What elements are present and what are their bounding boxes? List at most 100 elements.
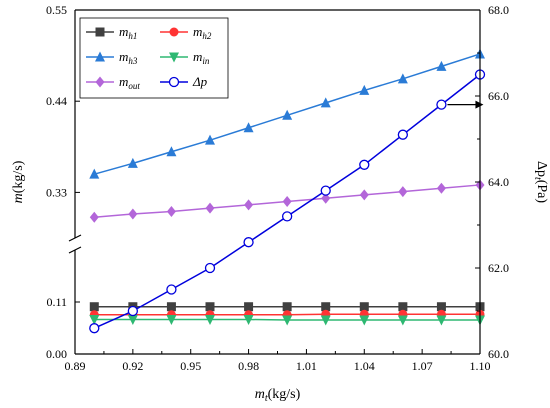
y-left-tick-label: 0.44 <box>46 94 67 108</box>
x-tick-label: 1.04 <box>354 359 375 373</box>
x-tick-label: 0.98 <box>238 359 259 373</box>
y-right-tick-label: 66.0 <box>488 89 509 103</box>
legend-marker <box>169 52 179 63</box>
data-point <box>205 134 215 145</box>
data-point <box>89 302 99 312</box>
y-left-tick-label: 0.11 <box>46 295 67 309</box>
series-out <box>89 179 485 223</box>
data-point <box>89 211 99 223</box>
y-right-tick-label: 64.0 <box>488 175 509 189</box>
x-tick-label: 1.10 <box>470 359 491 373</box>
y-right-tick-label: 60.0 <box>488 347 509 361</box>
data-point <box>205 314 215 325</box>
data-point <box>128 208 138 220</box>
data-point <box>282 315 293 326</box>
chart-axes: 0.89 0.92 0.95 0.98 1.01 1.04 1.07 1.10 0.00 0.11… <box>11 3 549 404</box>
y-left-axis-label: m(kg/s) <box>11 160 26 203</box>
data-point <box>320 185 331 196</box>
data-point <box>359 84 370 95</box>
y-right-axis-label: Δpt(Pa) <box>532 161 549 203</box>
data-point <box>398 186 408 198</box>
data-point <box>436 302 446 312</box>
legend-label: Δp <box>192 74 208 89</box>
data-point <box>89 323 100 334</box>
x-tick-label: 0.92 <box>122 359 143 373</box>
y-left-tick-label: 0.33 <box>46 185 67 199</box>
legend-item-h3: mh3 <box>86 49 138 66</box>
series-h3 <box>89 48 485 179</box>
legend-marker <box>95 27 105 37</box>
data-point <box>166 284 177 295</box>
legend-item-out: mout <box>86 74 140 91</box>
legend-label: min <box>193 49 210 66</box>
data-point <box>436 60 447 71</box>
legend-label: mh3 <box>119 49 138 66</box>
data-point <box>282 196 292 208</box>
data-point <box>127 314 138 325</box>
data-point <box>397 129 409 140</box>
legend-label: mh2 <box>193 24 212 41</box>
data-point <box>321 302 331 312</box>
legend-item-h2: mh2 <box>160 24 212 41</box>
data-point <box>89 314 100 325</box>
data-point <box>244 302 254 312</box>
data-point <box>397 73 408 84</box>
data-point <box>205 202 215 214</box>
x-tick-label: 0.95 <box>180 359 201 373</box>
y-left-tick-label: 0.00 <box>46 347 67 361</box>
y-right-tick-label: 68.0 <box>488 3 509 17</box>
data-point <box>282 302 292 312</box>
data-point <box>320 315 331 326</box>
x-tick-label: 1.01 <box>296 359 317 373</box>
axis-break-mark <box>68 234 82 242</box>
right-axis-arrow <box>447 100 484 109</box>
data-point <box>166 205 176 217</box>
legend-label: mh1 <box>119 24 137 41</box>
data-point <box>166 314 177 325</box>
data-point <box>359 159 370 170</box>
data-point <box>436 315 447 326</box>
data-point <box>359 315 370 326</box>
series-in <box>89 314 485 326</box>
series-dp <box>89 69 486 334</box>
legend-marker <box>168 76 180 88</box>
data-point <box>320 97 331 108</box>
data-point <box>281 211 293 222</box>
data-point <box>397 315 408 326</box>
data-point <box>89 168 100 179</box>
legend-label: mout <box>119 74 140 91</box>
data-point <box>243 122 254 133</box>
legend-marker <box>95 76 105 88</box>
legend-item-h1: mh1 <box>86 24 137 41</box>
chart-series <box>89 48 486 334</box>
data-point <box>166 302 176 312</box>
data-point <box>166 146 177 157</box>
data-point <box>359 189 369 201</box>
data-point <box>359 302 369 312</box>
x-tick-label: 1.07 <box>412 359 433 373</box>
legend-marker <box>169 27 179 37</box>
data-point <box>205 302 215 312</box>
data-point <box>436 182 446 194</box>
data-point <box>127 157 138 168</box>
data-point <box>127 305 139 317</box>
x-axis-label: mt(kg/s) <box>255 387 301 404</box>
data-point <box>204 262 216 274</box>
data-point <box>244 199 254 211</box>
axis-break-mark <box>68 246 82 254</box>
series-h1 <box>89 302 485 312</box>
chart-legend: mh1 mh2 mh3 min mout Δp <box>79 17 229 99</box>
data-point <box>243 237 254 248</box>
y-right-tick-label: 62.0 <box>488 261 509 275</box>
x-tick-label: 0.89 <box>65 359 86 373</box>
data-point <box>321 192 331 204</box>
legend-marker <box>95 51 105 62</box>
data-point <box>398 302 408 312</box>
data-point <box>243 314 254 325</box>
y-left-tick-label: 0.55 <box>46 3 67 17</box>
legend-item-in: min <box>160 49 210 66</box>
data-point <box>282 109 293 120</box>
legend-item-dp: Δp <box>160 74 208 89</box>
data-point <box>436 99 447 110</box>
